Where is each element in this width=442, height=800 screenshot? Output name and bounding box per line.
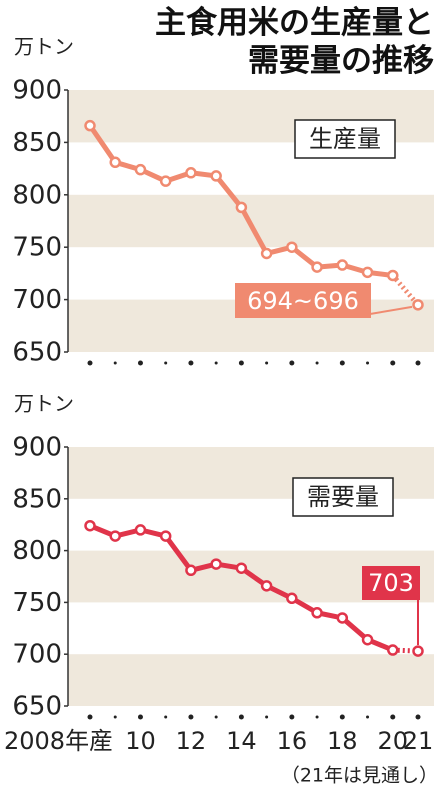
point	[134, 163, 147, 176]
point	[235, 201, 248, 214]
value-label: 694~696	[247, 287, 359, 315]
x-tick-label: 20	[377, 727, 408, 755]
x-tick-label: 21	[403, 727, 434, 755]
x-tick-dot	[366, 361, 370, 365]
legend-box	[294, 119, 396, 159]
point	[84, 519, 96, 532]
x-tick-dot	[238, 360, 244, 366]
x-tick-dot	[415, 714, 421, 720]
y-tick-label: 750	[12, 233, 62, 263]
label-box	[235, 283, 371, 318]
point	[412, 645, 424, 657]
y-tick-label: 800	[12, 536, 62, 566]
x-tick-dot	[289, 714, 295, 720]
point	[185, 564, 197, 577]
value-label: 703	[368, 569, 414, 597]
point	[210, 170, 222, 182]
point	[235, 562, 248, 574]
x-tick-label: 12	[176, 727, 207, 755]
note: （21年は見通し）	[281, 765, 438, 787]
band	[68, 654, 434, 706]
x-tick-dot	[214, 715, 218, 719]
x-tick-label: 10	[125, 727, 156, 755]
point	[336, 259, 349, 271]
point	[286, 241, 298, 253]
legend-box	[292, 477, 394, 517]
y-tick-label: 650	[12, 338, 62, 368]
x-tick-dot	[366, 715, 370, 719]
x-tick-dot	[214, 361, 218, 365]
y-tick-label: 850	[12, 128, 62, 158]
point	[361, 633, 374, 646]
x-tick-dot	[87, 360, 93, 366]
point	[185, 167, 197, 179]
x-tick-dot	[415, 360, 421, 366]
x-tick-dot	[164, 715, 168, 719]
point	[159, 175, 172, 187]
y-tick-label: 650	[12, 692, 62, 722]
point	[210, 558, 222, 570]
y-tick-label: 800	[12, 180, 62, 210]
y-tick-label: 900	[12, 433, 62, 463]
x-tick-dot	[315, 715, 319, 719]
point	[260, 247, 273, 260]
x-tick-dot	[315, 361, 319, 365]
x-tick-dot	[188, 360, 194, 366]
x-tick-dot	[137, 360, 143, 366]
x-tick-dot	[87, 714, 93, 720]
point	[361, 266, 374, 279]
y-tick-label: 700	[12, 285, 62, 315]
point	[134, 524, 147, 536]
y-tick-label: 750	[12, 588, 62, 618]
y-tick-label: 700	[12, 640, 62, 670]
point	[159, 530, 172, 542]
x-tick-dot	[339, 360, 345, 366]
x-tick-dot	[265, 715, 269, 719]
point	[260, 580, 273, 592]
x-tick-label: 18	[327, 727, 358, 755]
x-tick-label: 16	[277, 727, 308, 755]
x-tick-dot	[265, 361, 269, 365]
legend-label: 生産量	[309, 125, 381, 153]
chart-title: 主食用米の生産量と需要量の推移	[155, 5, 434, 79]
point	[286, 592, 298, 605]
x-tick-dot	[390, 360, 396, 366]
point	[84, 119, 96, 132]
point	[109, 156, 121, 169]
x-tick-dot	[289, 360, 295, 366]
x-tick-dot	[113, 361, 117, 365]
x-tick-label: 2008年産	[4, 727, 113, 755]
x-tick-dot	[188, 714, 194, 720]
x-tick-label: 14	[226, 727, 257, 755]
point	[109, 530, 121, 542]
point	[412, 299, 424, 311]
point	[311, 607, 323, 619]
line-forecast	[390, 273, 420, 307]
x-tick-dot	[113, 715, 117, 719]
x-tick-dot	[238, 714, 244, 720]
point	[336, 612, 349, 624]
point	[387, 269, 399, 282]
unit-label: 万トン	[14, 35, 74, 59]
label-box	[362, 566, 420, 600]
point	[387, 644, 399, 656]
legend-label: 需要量	[307, 483, 379, 511]
x-tick-dot	[164, 361, 168, 365]
x-tick-dot	[137, 714, 143, 720]
unit-label: 万トン	[14, 392, 74, 416]
x-tick-dot	[339, 714, 345, 720]
x-tick-dot	[390, 714, 396, 720]
y-tick-label: 900	[12, 76, 62, 106]
y-tick-label: 850	[12, 484, 62, 514]
label-leader	[369, 305, 413, 315]
point	[311, 261, 323, 273]
